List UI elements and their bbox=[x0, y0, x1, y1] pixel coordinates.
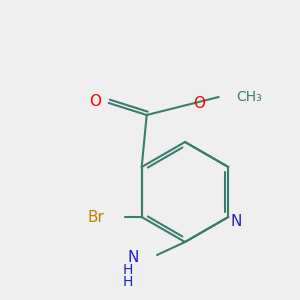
Text: O: O bbox=[193, 95, 205, 110]
Text: N: N bbox=[128, 250, 139, 266]
Text: O: O bbox=[89, 94, 101, 109]
Text: H: H bbox=[123, 275, 133, 289]
Text: H: H bbox=[123, 263, 133, 277]
Text: N: N bbox=[231, 214, 242, 229]
Text: Br: Br bbox=[88, 209, 105, 224]
Text: CH₃: CH₃ bbox=[237, 90, 262, 104]
